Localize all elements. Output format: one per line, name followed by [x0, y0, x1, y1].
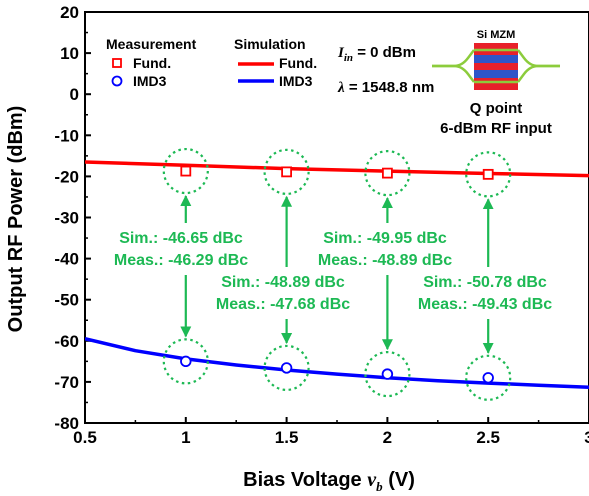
x-tick-label: 1 [181, 428, 190, 447]
annotation-sim: Sim.: -50.78 dBc [423, 274, 547, 291]
annotation-sim: Sim.: -46.65 dBc [119, 230, 243, 247]
dotted-circle-fund [465, 151, 512, 198]
annotation-meas: Meas.: -49.43 dBc [418, 296, 552, 313]
point-meas-imd3 [180, 355, 192, 368]
x-tick-label: 3 [584, 428, 589, 447]
point-meas-fund [281, 166, 293, 178]
legend-meas-fund-marker [112, 58, 122, 68]
legend-meas-imd3-marker [111, 75, 123, 87]
legend-meas-fund-label: Fund. [133, 55, 171, 71]
series-line-sim-imd3 [85, 336, 589, 389]
dotted-circle-imd3 [364, 350, 411, 398]
x-axis-title: Bias Voltage vb (V) [243, 469, 415, 494]
dotted-circle-imd3 [162, 338, 209, 385]
info-input-power: Iin = 0 dBm [337, 44, 416, 64]
dotted-circle-imd3 [263, 344, 310, 392]
point-meas-imd3 [280, 362, 293, 374]
x-tick-label: 2.5 [476, 428, 500, 447]
legend-sim-imd3-label: IMD3 [279, 73, 313, 89]
point-meas-imd3 [381, 368, 394, 380]
point-meas-imd3 [482, 372, 494, 384]
y-tick-label: -40 [54, 250, 79, 269]
y-tick-label: -50 [54, 291, 79, 310]
info-qpoint: Q point [470, 100, 523, 117]
y-axis-title: Output RF Power (dBm) [5, 106, 27, 333]
legend-sim-fund-label: Fund. [279, 55, 317, 71]
y-tick-label: 20 [60, 3, 79, 22]
y-tick-label: -20 [54, 167, 79, 186]
info-rf-input: 6-dBm RF input [440, 120, 552, 137]
info-box: Iin = 0 dBm λ = 1548.8 nm Si MZM Q point 6-d… [337, 29, 560, 137]
x-tick-label: 2 [383, 428, 392, 447]
annotation-sim: Sim.: -49.95 dBc [323, 230, 447, 247]
dotted-circle-fund [364, 150, 411, 197]
y-tick-label: -60 [54, 332, 79, 351]
annotation-meas: Meas.: -47.68 dBc [216, 296, 350, 313]
y-tick-label: -10 [54, 126, 79, 145]
y-tick-label: 0 [70, 85, 79, 104]
axis-ticks: 0.5 1 1.5 2 2.5 3 20 10 0 -10 -20 -30 -40 -50 -60 -70 -8… [54, 3, 589, 447]
point-meas-fund [381, 167, 393, 179]
y-tick-label: 10 [60, 44, 79, 63]
mzm-device-label: Si MZM [477, 29, 516, 41]
dotted-circle-fund [263, 148, 310, 195]
x-tick-label: 1.5 [275, 428, 299, 447]
y-tick-label: -30 [54, 209, 79, 228]
y-tick-label: -70 [54, 373, 79, 392]
dotted-circle-fund [162, 147, 209, 195]
annotation-meas: Meas.: -46.29 dBc [114, 252, 248, 269]
legend-simulation-title: Simulation [234, 36, 306, 52]
legend: Measurement Simulation Fund. IMD3 Fund. IMD3 [106, 36, 317, 89]
y-tick-label: -80 [54, 414, 79, 433]
annotations: Sim.: -46.65 dBc Meas.: -46.29 dBc Sim.: -… [114, 147, 552, 401]
dotted-circle-imd3 [465, 354, 512, 401]
point-meas-fund [482, 168, 494, 180]
mzm-device-icon [432, 43, 560, 90]
point-meas-fund [180, 165, 192, 177]
info-wavelength: λ = 1548.8 nm [337, 79, 434, 96]
annotation-meas: Meas.: -48.89 dBc [318, 252, 452, 269]
legend-meas-imd3-label: IMD3 [133, 73, 167, 89]
annotation-sim: Sim.: -48.89 dBc [221, 274, 345, 291]
legend-measurement-title: Measurement [106, 36, 197, 52]
series-line-sim-fund [85, 160, 589, 178]
x-tick-label: 0.5 [73, 428, 97, 447]
